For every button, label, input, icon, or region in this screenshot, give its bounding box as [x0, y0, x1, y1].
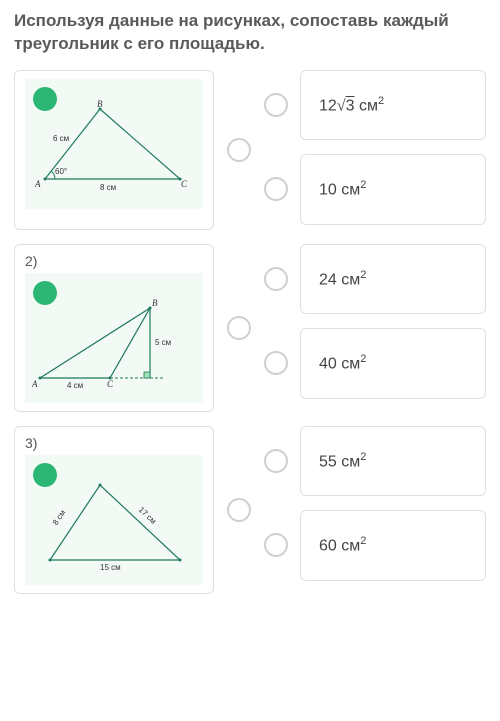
- answer-card-2[interactable]: 10 см2: [300, 154, 486, 224]
- vertex-label: C: [107, 379, 113, 389]
- answer-radio-2[interactable]: [264, 177, 288, 201]
- answer-sup: 2: [360, 179, 366, 191]
- figure-number: 2): [25, 253, 203, 269]
- figure-3: 8 см 17 см 15 см: [25, 455, 203, 585]
- answer-sup: 2: [360, 353, 366, 365]
- figure-card-2: 2) B A C 4 см 5 см: [14, 244, 214, 412]
- answer-sup: 2: [360, 451, 366, 463]
- answer-unit: см: [341, 538, 360, 555]
- left-radio-2[interactable]: [227, 316, 251, 340]
- answer-value: 10: [319, 182, 337, 199]
- answer-card-5[interactable]: 55 см2: [300, 426, 486, 496]
- answer-card-1[interactable]: 12√3 см2: [300, 70, 486, 140]
- vertex-label: C: [181, 179, 187, 189]
- answer-sup: 2: [360, 269, 366, 281]
- answer-rad: 3: [346, 97, 355, 114]
- side-label: 6 см: [53, 134, 69, 143]
- side-label: 4 см: [67, 381, 83, 390]
- match-row-2: 2) B A C 4 см 5 см: [14, 244, 486, 412]
- answer-radio-4[interactable]: [264, 351, 288, 375]
- vertex-label: B: [97, 99, 103, 109]
- answer-card-3[interactable]: 24 см2: [300, 244, 486, 314]
- question-text: Используя данные на рисунках, сопоставь …: [14, 10, 486, 56]
- answer-unit: см: [341, 453, 360, 470]
- answer-unit: см: [341, 182, 360, 199]
- left-radio-3[interactable]: [227, 498, 251, 522]
- answer-unit: см: [341, 356, 360, 373]
- match-row-1: B A C 6 см 8 см 60° 12√3 см2 10 см2: [14, 70, 486, 230]
- answer-value: 24: [319, 271, 337, 288]
- angle-label: 60°: [55, 167, 67, 176]
- answer-radio-3[interactable]: [264, 267, 288, 291]
- answer-card-6[interactable]: 60 см2: [300, 510, 486, 580]
- answer-coef: 12: [319, 97, 337, 114]
- vertex-label: B: [152, 298, 158, 308]
- figure-2: B A C 4 см 5 см: [25, 273, 203, 403]
- answer-sup: 2: [360, 535, 366, 547]
- left-radio-1[interactable]: [227, 138, 251, 162]
- answer-radio-6[interactable]: [264, 533, 288, 557]
- vertex-label: A: [32, 379, 38, 389]
- side-label: 5 см: [155, 338, 171, 347]
- answer-value: 55: [319, 453, 337, 470]
- side-label: 15 см: [100, 563, 121, 572]
- match-row-3: 3) 8 см 17 см 15 см 55 см2: [14, 426, 486, 594]
- vertex-label: A: [35, 179, 41, 189]
- answer-sup: 2: [378, 95, 384, 107]
- answer-radio-5[interactable]: [264, 449, 288, 473]
- figure-card-1: B A C 6 см 8 см 60°: [14, 70, 214, 230]
- answer-radio-1[interactable]: [264, 93, 288, 117]
- figure-number: 3): [25, 435, 203, 451]
- answer-card-4[interactable]: 40 см2: [300, 328, 486, 398]
- answer-value: 40: [319, 356, 337, 373]
- figure-card-3: 3) 8 см 17 см 15 см: [14, 426, 214, 594]
- answer-unit: см: [341, 271, 360, 288]
- side-label: 8 см: [100, 183, 116, 192]
- answer-value: 60: [319, 538, 337, 555]
- answer-unit: см: [359, 97, 378, 114]
- figure-1: B A C 6 см 8 см 60°: [25, 79, 203, 209]
